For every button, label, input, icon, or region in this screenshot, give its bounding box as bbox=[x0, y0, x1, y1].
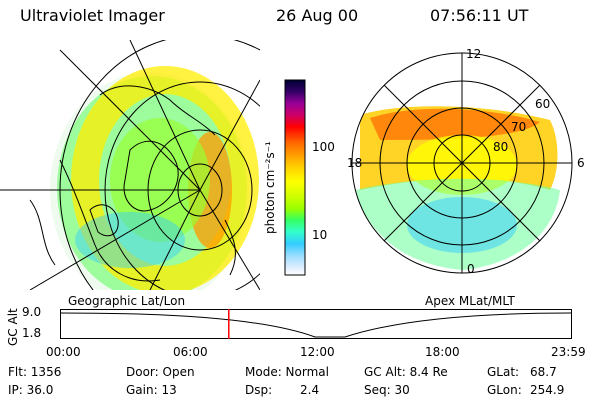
mlt-line-diag-2 bbox=[383, 84, 541, 242]
mlt-label-6: 6 bbox=[577, 156, 585, 170]
timeline-x-tick-0600: 06:00 bbox=[173, 345, 208, 359]
colorbar-tick-10: 10 bbox=[312, 228, 328, 242]
polar-cap bbox=[110, 118, 210, 242]
seq-value: Seq: 30 bbox=[364, 383, 410, 397]
coastline-6 bbox=[89, 204, 119, 237]
intensity-colorbar bbox=[284, 79, 306, 276]
dsp-label: Dsp: bbox=[245, 383, 273, 397]
mlt-label-18: 18 bbox=[347, 156, 363, 170]
colorbar-unit-label: photon cm⁻²s⁻¹ bbox=[263, 141, 277, 234]
mlt-label-12: 12 bbox=[466, 47, 482, 61]
colorbar-gradient bbox=[284, 79, 306, 276]
glat-value: 68.7 bbox=[530, 365, 557, 379]
timeline-y-tick-bottom: 1.8 bbox=[22, 326, 42, 340]
page-title: Ultraviolet Imager bbox=[20, 6, 165, 25]
timeline-axis-label: GC Alt bbox=[6, 308, 20, 346]
timeline-x-tick-0000: 00:00 bbox=[46, 345, 81, 359]
meridian-3 bbox=[129, 40, 201, 191]
mode-value: Mode: Normal bbox=[245, 365, 329, 379]
ip-value: IP: 36.0 bbox=[8, 383, 54, 397]
timeline-x-tick-2359: 23:59 bbox=[551, 345, 586, 359]
meridian-4 bbox=[29, 189, 201, 290]
door-status: Door: Open bbox=[126, 365, 195, 379]
timeline-y-tick-top: 9.0 bbox=[22, 305, 42, 319]
right-map-label: Apex MLat/MLT bbox=[425, 294, 515, 308]
meridian-7 bbox=[199, 79, 260, 191]
observation-date: 26 Aug 00 bbox=[276, 6, 359, 25]
flight-number: Flt: 1356 bbox=[8, 365, 62, 379]
observation-time: 07:56:11 UT bbox=[430, 6, 529, 25]
mlat-label-70: 70 bbox=[511, 120, 527, 134]
mlat-label-80: 80 bbox=[493, 140, 509, 154]
coastline-3 bbox=[59, 159, 161, 282]
coastline-5 bbox=[224, 219, 236, 276]
orbit-timeline bbox=[59, 309, 572, 339]
geographic-map bbox=[0, 40, 260, 290]
glon-value: 254.9 bbox=[530, 383, 565, 397]
auroral-dim-zone bbox=[75, 212, 185, 268]
colorbar-tick-100: 100 bbox=[312, 140, 335, 154]
magnetic-map bbox=[351, 52, 573, 274]
left-map-label: Geographic Lat/Lon bbox=[68, 294, 186, 308]
dsp-value: 2.4 bbox=[300, 383, 320, 397]
mlt-label-0: 0 bbox=[467, 262, 475, 276]
timeline-x-tick-1200: 12:00 bbox=[300, 345, 335, 359]
meridian-6 bbox=[199, 189, 260, 290]
gain-value: Gain: 13 bbox=[126, 383, 177, 397]
coastline-1 bbox=[99, 85, 216, 136]
gc-alt-value: GC Alt: 8.4 Re bbox=[364, 365, 448, 379]
orbit-altitude-curve bbox=[59, 312, 572, 338]
coastline-2 bbox=[123, 140, 179, 212]
meridian-2 bbox=[59, 49, 201, 191]
timeline-frame bbox=[60, 309, 572, 339]
auroral-oval-peak bbox=[370, 108, 540, 140]
glat-label: GLat: bbox=[487, 365, 520, 379]
auroral-oval-outer-ring bbox=[71, 66, 259, 290]
timeline-x-tick-1800: 18:00 bbox=[425, 345, 460, 359]
coastline-4 bbox=[29, 199, 56, 266]
mlat-label-60: 60 bbox=[535, 97, 551, 111]
meridian-5 bbox=[149, 189, 201, 290]
glon-label: GLon: bbox=[487, 383, 522, 397]
